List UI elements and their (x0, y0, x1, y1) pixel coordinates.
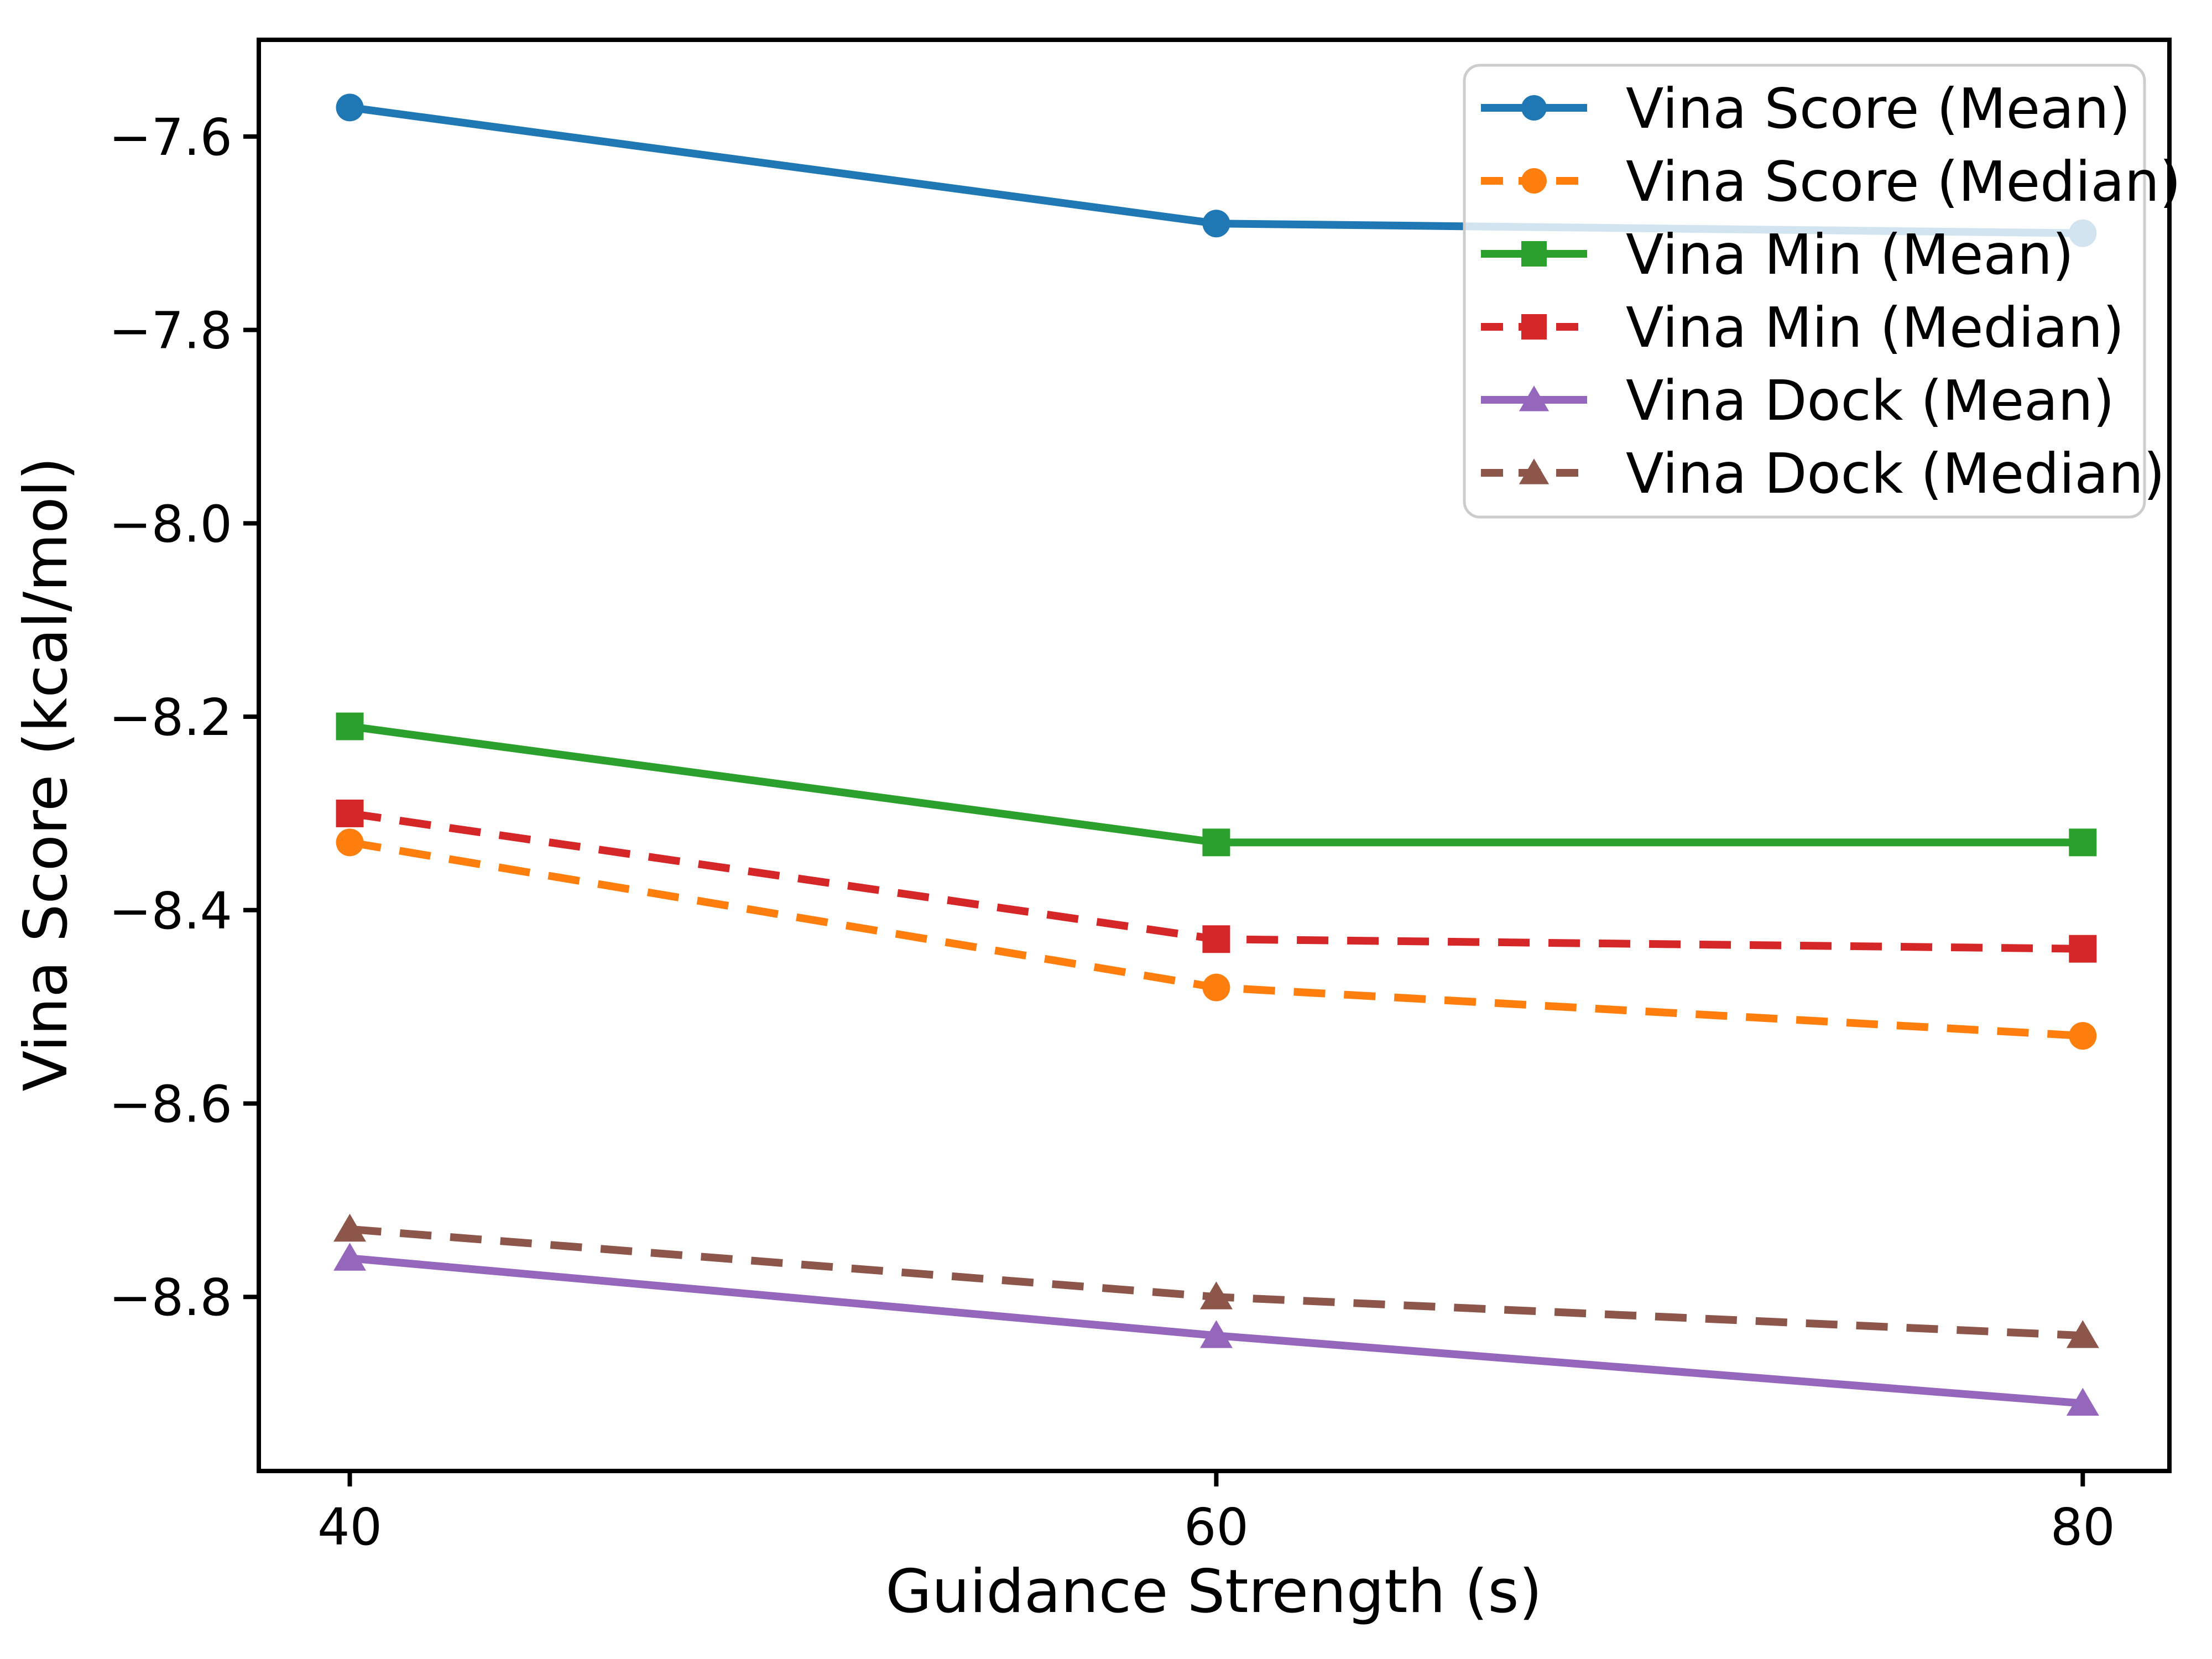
legend-entry: Vina Score (Median) (1481, 149, 2181, 214)
data-point-marker (336, 828, 364, 857)
series-vina-min-mean (336, 712, 2097, 857)
series-vina-score-median (336, 828, 2097, 1050)
legend-entry: Vina Min (Mean) (1481, 222, 2074, 287)
legend-entry: Vina Min (Median) (1481, 295, 2124, 360)
legend-marker (1521, 314, 1547, 340)
legend-entry: Vina Dock (Mean) (1481, 368, 2115, 433)
legend-marker (1519, 458, 1550, 484)
x-tick-label: 60 (1184, 1498, 1249, 1557)
data-point-marker (1199, 1281, 1233, 1310)
legend: Vina Score (Mean) Vina Score (Median) Vina… (1463, 64, 2181, 519)
series-vina-dock-mean (333, 1243, 2099, 1416)
data-point-marker (336, 799, 364, 827)
x-tick-label: 40 (317, 1498, 382, 1557)
legend-marker (1519, 385, 1550, 411)
data-point-marker (2069, 1022, 2097, 1050)
data-point-marker (2066, 1320, 2099, 1348)
legend-box (1463, 64, 2146, 519)
data-point-marker (333, 1243, 367, 1271)
data-point-marker (1202, 210, 1230, 238)
y-tick-label: −8.6 (109, 1075, 232, 1134)
x-axis: 40 60 80 (317, 1471, 2115, 1557)
y-tick-label: −7.8 (109, 301, 232, 361)
y-axis: −7.6 −7.8 −8.0 −8.2 −8.4 −8.6 −8.8 (109, 108, 259, 1327)
y-tick-label: −8.2 (109, 688, 232, 747)
legend-entry: Vina Score (Mean) (1481, 76, 2131, 141)
legend-marker (1521, 95, 1547, 121)
legend-entry: Vina Dock (Median) (1481, 441, 2165, 506)
y-tick-label: −8.4 (109, 881, 232, 941)
data-point-marker (1202, 925, 1230, 953)
legend-label: Vina Min (Median) (1626, 295, 2124, 360)
data-point-marker (1202, 828, 1230, 857)
x-axis-label: Guidance Strength (s) (885, 1557, 1542, 1626)
x-tick-label: 80 (2051, 1498, 2115, 1557)
data-point-marker (1199, 1320, 1233, 1348)
legend-label: Vina Score (Mean) (1626, 76, 2131, 141)
legend-label: Vina Score (Median) (1626, 149, 2181, 214)
data-point-marker (2069, 828, 2097, 857)
legend-marker (1521, 168, 1547, 194)
series-vina-min-median (336, 799, 2097, 963)
series-vina-dock-median (333, 1213, 2099, 1348)
data-point-marker (336, 712, 364, 740)
data-point-marker (333, 1213, 367, 1242)
y-tick-label: −8.0 (109, 494, 232, 554)
data-point-marker (1202, 973, 1230, 1001)
data-point-marker (336, 93, 364, 122)
data-point-marker (2066, 1387, 2099, 1416)
legend-marker (1521, 241, 1547, 267)
series-line (349, 722, 2083, 847)
data-point-marker (2069, 935, 2097, 963)
y-tick-label: −8.8 (109, 1268, 232, 1327)
y-axis-label: Vina Score (kcal/mol) (12, 457, 81, 1091)
legend-label: Vina Dock (Mean) (1626, 368, 2115, 433)
legend-label: Vina Min (Mean) (1626, 222, 2074, 287)
legend-label: Vina Dock (Median) (1626, 441, 2165, 506)
y-tick-label: −7.6 (109, 108, 232, 167)
